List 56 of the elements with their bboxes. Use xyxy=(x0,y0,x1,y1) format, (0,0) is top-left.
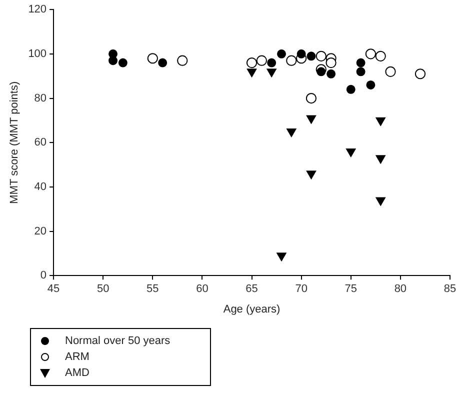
x-axis-title: Age (years) xyxy=(223,303,280,316)
point xyxy=(326,58,336,68)
point xyxy=(376,197,386,206)
legend-label: Normal over 50 years xyxy=(65,335,170,347)
point xyxy=(356,67,366,76)
x-tick-label: 45 xyxy=(47,283,60,296)
y-tick-label: 120 xyxy=(28,4,47,16)
point xyxy=(246,68,257,78)
y-tick-label: 100 xyxy=(28,48,47,60)
point xyxy=(158,58,168,68)
x-tick-label: 70 xyxy=(295,283,308,296)
y-tick-label: 20 xyxy=(34,225,47,238)
point xyxy=(267,58,276,68)
point xyxy=(385,66,396,77)
point xyxy=(266,68,276,78)
point xyxy=(246,58,258,68)
point xyxy=(177,55,188,66)
point xyxy=(376,117,386,126)
y-tick-label: 0 xyxy=(40,270,47,282)
y-tick-label: 40 xyxy=(34,180,47,193)
point xyxy=(306,52,316,61)
point xyxy=(147,53,158,64)
point xyxy=(356,58,366,68)
y-axis-title: MMT score (MMT points) xyxy=(8,81,21,204)
x-tick-label: 85 xyxy=(444,283,456,296)
x-tick-label: 80 xyxy=(394,283,407,296)
point xyxy=(306,92,317,104)
point xyxy=(346,84,356,94)
point xyxy=(316,67,326,76)
point xyxy=(326,69,336,78)
y-tick-label: 60 xyxy=(34,136,47,149)
point xyxy=(375,50,386,62)
point xyxy=(276,252,286,262)
point xyxy=(306,170,316,180)
point xyxy=(366,80,376,90)
x-tick-label: 65 xyxy=(246,283,258,296)
legend-label: AMD xyxy=(65,367,90,379)
point xyxy=(108,56,118,66)
point xyxy=(286,55,297,66)
point xyxy=(346,148,356,157)
point xyxy=(306,115,316,124)
point xyxy=(365,48,376,60)
point xyxy=(414,68,426,80)
x-tick-label: 60 xyxy=(196,283,208,296)
point xyxy=(286,128,296,138)
point xyxy=(277,49,286,58)
y-tick-label: 80 xyxy=(34,92,47,104)
point xyxy=(118,58,128,68)
point xyxy=(296,49,306,58)
legend-label: ARM xyxy=(65,351,90,363)
x-tick-label: 50 xyxy=(96,283,110,296)
point xyxy=(316,50,326,62)
point xyxy=(256,55,267,66)
x-tick-label: 75 xyxy=(344,283,358,296)
point xyxy=(376,155,386,164)
x-tick-label: 55 xyxy=(146,283,159,296)
